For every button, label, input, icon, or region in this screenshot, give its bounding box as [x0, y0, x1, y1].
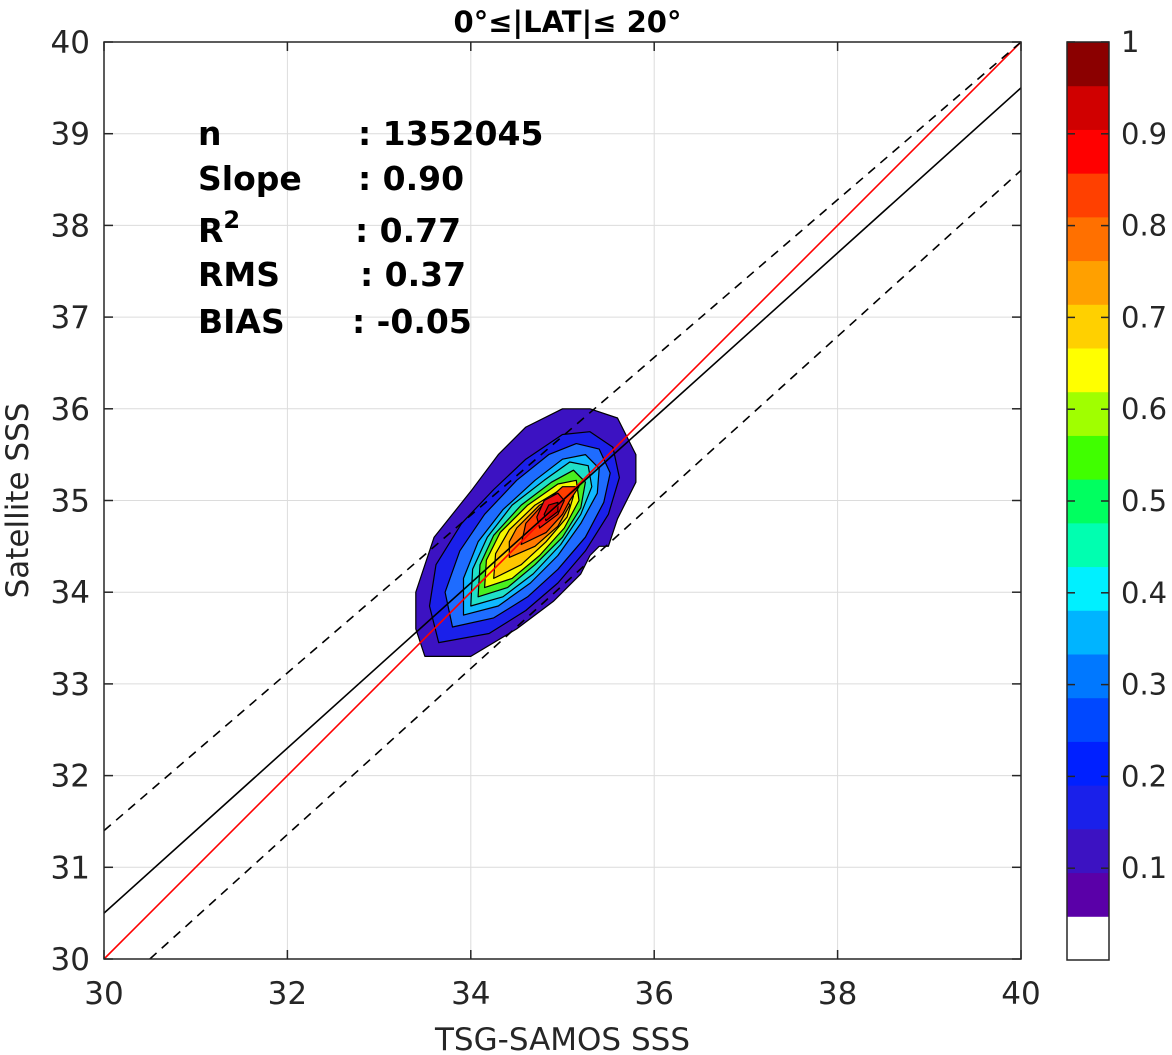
stat-label: BIAS	[198, 302, 285, 341]
y-tick-label: 32	[51, 759, 90, 795]
colorbar-swatch	[1067, 348, 1109, 393]
x-axis-label: TSG-SAMOS SSS	[434, 1022, 690, 1055]
colorbar-tick-label: 0.8	[1121, 209, 1167, 243]
colorbar-swatch	[1067, 916, 1109, 961]
colorbar-swatch	[1067, 435, 1109, 480]
stats-box: n : 1352045 Slope : 0.90 R2 : 0.77 RMS : 0.37 BI…	[198, 114, 543, 341]
colorbar-swatch	[1067, 872, 1109, 917]
stat-value: : -0.05	[352, 302, 472, 341]
colorbar-tick-label: 0.5	[1121, 484, 1167, 518]
colorbar-swatch	[1067, 697, 1109, 742]
y-tick-label: 36	[51, 392, 90, 428]
y-tick-label: 33	[51, 667, 90, 703]
colorbar-tick-label: 0.4	[1121, 576, 1167, 610]
colorbar-swatch	[1067, 391, 1109, 436]
stat-label: n	[198, 114, 222, 153]
colorbar-swatch	[1067, 42, 1109, 87]
title-part: 20°	[617, 5, 682, 39]
series-line	[103, 87, 1022, 914]
colorbar-swatch	[1067, 741, 1109, 786]
reference-lines	[103, 41, 1022, 960]
colorbar-swatch	[1067, 85, 1109, 130]
title-part: ≤	[488, 5, 512, 39]
colorbar-tick-label: 0.2	[1121, 759, 1167, 793]
x-tick-label: 34	[451, 976, 490, 1012]
colorbar-swatch	[1067, 129, 1109, 174]
x-tick-label: 38	[818, 976, 857, 1012]
colorbar-tick-label: 0.7	[1121, 300, 1167, 334]
title-part: ≤	[592, 5, 616, 39]
stat-value: : 0.90	[358, 159, 464, 198]
stat-label: Slope	[198, 159, 302, 198]
colorbar-swatch	[1067, 785, 1109, 830]
colorbar-swatch	[1067, 654, 1109, 699]
y-tick-label: 35	[51, 484, 90, 520]
colorbar-swatch	[1067, 566, 1109, 611]
colorbar-swatch	[1067, 522, 1109, 568]
colorbar-swatch	[1067, 260, 1109, 305]
x-tick-label: 40	[1001, 976, 1040, 1012]
colorbar-swatch	[1067, 304, 1109, 349]
colorbar-swatch	[1067, 828, 1109, 874]
colorbar-swatch	[1067, 216, 1109, 262]
colorbar-tick-label: 1	[1121, 25, 1139, 59]
y-tick-label: 37	[51, 300, 90, 336]
y-tick-label: 40	[51, 25, 90, 61]
stat-value: : 0.37	[360, 255, 466, 294]
y-tick-label: 30	[51, 942, 90, 978]
y-tick-label: 31	[51, 850, 90, 886]
stat-value: : 1352045	[358, 114, 543, 153]
colorbar-tick-label: 0.6	[1121, 392, 1167, 426]
y-tick-label: 38	[51, 208, 90, 244]
title-part: 0°	[454, 5, 489, 39]
y-tick-label: 39	[51, 117, 90, 153]
x-tick-label: 36	[634, 976, 673, 1012]
colorbar-swatch	[1067, 610, 1109, 655]
stat-value: : 0.77	[355, 211, 461, 250]
colorbar-tick-label: 0.9	[1121, 117, 1167, 151]
colorbar-tick-label: 0.1	[1121, 851, 1167, 885]
stat-label: R2	[198, 206, 240, 250]
title-part: |LAT|	[513, 5, 593, 39]
series-line	[149, 169, 1022, 960]
x-tick-label: 30	[84, 976, 123, 1012]
colorbar-swatch	[1067, 173, 1109, 218]
colorbar-tick-label: 0.3	[1121, 668, 1167, 702]
stat-label: RMS	[198, 255, 280, 294]
x-tick-label: 32	[268, 976, 307, 1012]
y-tick-label: 34	[51, 575, 90, 611]
y-axis-label: Satellite SSS	[0, 403, 36, 599]
chart-title: 0°≤|LAT|≤ 20°	[454, 5, 682, 39]
axis-ticks: 30 32 34 36 38 40 30 31 32 33 34 35 36 37 38 39 40	[51, 25, 1041, 1012]
colorbar: 0.1 0.2 0.3 0.4 0.5 0.6 0.7 0.8 0.9 1	[1066, 25, 1167, 961]
